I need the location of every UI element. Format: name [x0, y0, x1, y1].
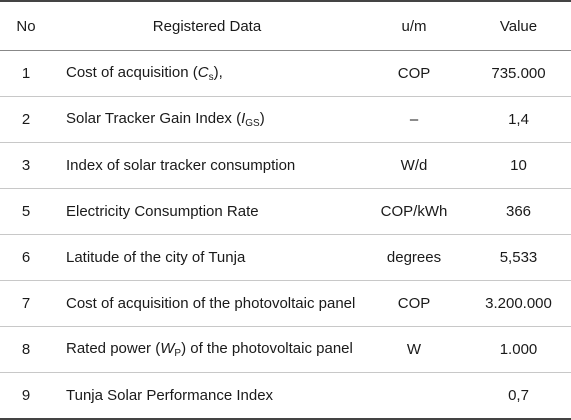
- row-unit: COP/kWh: [362, 188, 466, 235]
- header-value: Value: [466, 0, 571, 51]
- row-description: Rated power (WP) of the photovoltaic pan…: [52, 326, 362, 373]
- row-value: 5,533: [466, 234, 571, 281]
- row-value: 10: [466, 142, 571, 189]
- table-row: 3 Index of solar tracker consumption W/d…: [0, 142, 571, 189]
- row-number: 7: [0, 280, 52, 327]
- row-description: Index of solar tracker consumption: [52, 142, 362, 189]
- row-value: 0,7: [466, 372, 571, 420]
- row-unit: [362, 372, 466, 420]
- row-number: 8: [0, 326, 52, 373]
- row-number: 9: [0, 372, 52, 420]
- row-description: Latitude of the city of Tunja: [52, 234, 362, 281]
- row-number: 6: [0, 234, 52, 281]
- row-number: 3: [0, 142, 52, 189]
- table-row: 1 Cost of acquisition (Cs), COP 735.000: [0, 50, 571, 97]
- row-description: Electricity Consumption Rate: [52, 188, 362, 235]
- row-value: 1.000: [466, 326, 571, 373]
- row-description: Cost of acquisition of the photovoltaic …: [52, 280, 362, 327]
- row-description: Solar Tracker Gain Index (IGS): [52, 96, 362, 143]
- row-unit: COP: [362, 280, 466, 327]
- table-row: 9 Tunja Solar Performance Index 0,7: [0, 372, 571, 420]
- row-description: Tunja Solar Performance Index: [52, 372, 362, 420]
- row-value: 1,4: [466, 96, 571, 143]
- table-header-row: No Registered Data u/m Value: [0, 0, 571, 51]
- header-registered-data: Registered Data: [52, 0, 362, 51]
- row-unit: degrees: [362, 234, 466, 281]
- table-row: 2 Solar Tracker Gain Index (IGS) – 1,4: [0, 96, 571, 143]
- row-number: 5: [0, 188, 52, 235]
- row-number: 1: [0, 50, 52, 97]
- row-unit: W/d: [362, 142, 466, 189]
- row-value: 735.000: [466, 50, 571, 97]
- row-value: 3.200.000: [466, 280, 571, 327]
- row-description: Cost of acquisition (Cs),: [52, 50, 362, 97]
- table-row: 6 Latitude of the city of Tunja degrees …: [0, 234, 571, 281]
- row-value: 366: [466, 188, 571, 235]
- row-unit: W: [362, 326, 466, 373]
- header-no: No: [0, 0, 52, 51]
- table-row: 7 Cost of acquisition of the photovoltai…: [0, 280, 571, 327]
- table-row: 8 Rated power (WP) of the photovoltaic p…: [0, 326, 571, 373]
- header-unit: u/m: [362, 0, 466, 51]
- table-row: 5 Electricity Consumption Rate COP/kWh 3…: [0, 188, 571, 235]
- row-number: 2: [0, 96, 52, 143]
- row-unit: –: [362, 96, 466, 143]
- row-unit: COP: [362, 50, 466, 97]
